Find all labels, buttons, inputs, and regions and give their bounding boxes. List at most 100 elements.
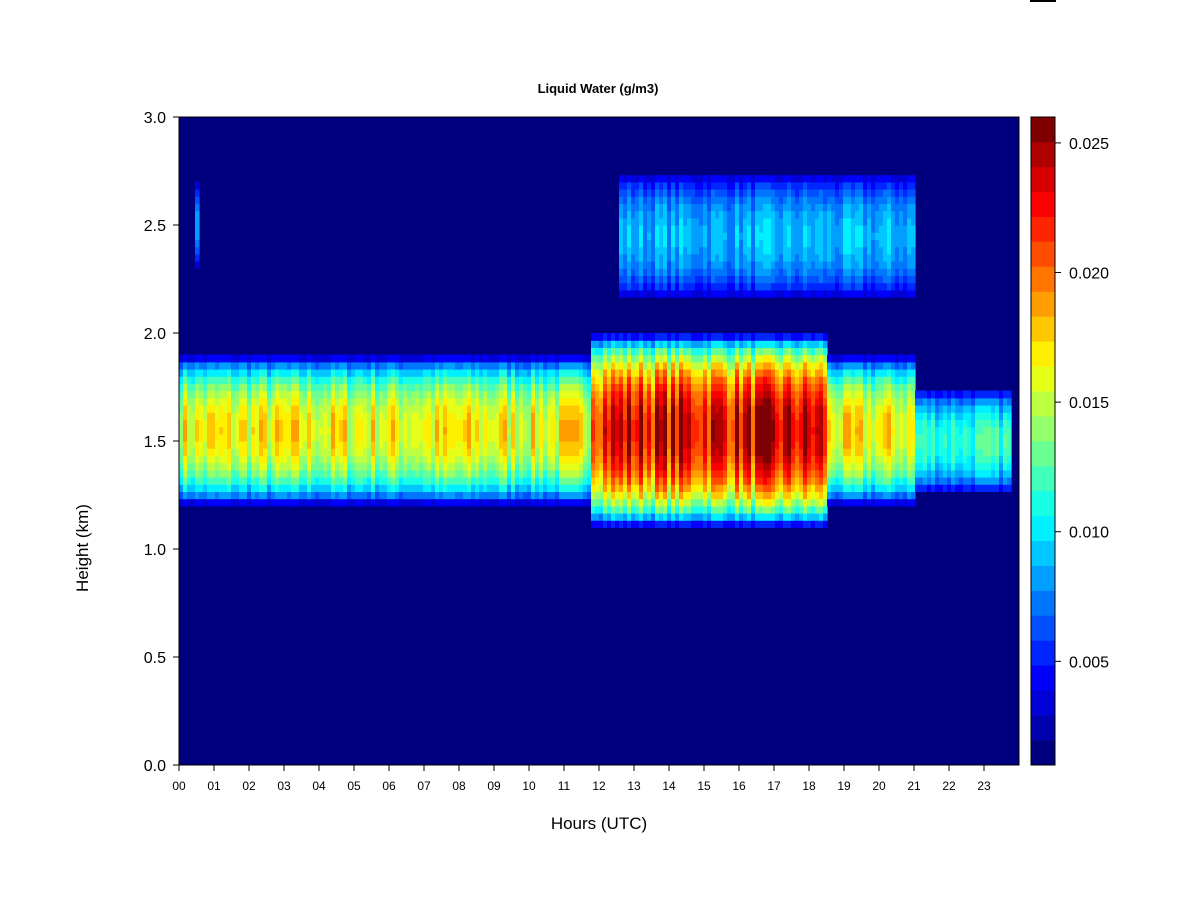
heatmap-cell: [391, 498, 396, 507]
heatmap-cell: [811, 261, 816, 269]
heatmap-cell: [459, 397, 464, 406]
heatmap-cell: [595, 412, 600, 420]
heatmap-cell: [447, 390, 452, 399]
heatmap-cell: [495, 498, 500, 507]
heatmap-cell: [783, 491, 788, 500]
heatmap-cell: [831, 297, 836, 305]
heatmap-cell: [615, 390, 620, 399]
heatmap-cell: [619, 455, 624, 464]
heatmap-cell: [319, 477, 324, 485]
heatmap-cell: [659, 455, 664, 464]
heatmap-cell: [559, 369, 564, 377]
heatmap-cell: [679, 484, 684, 492]
heatmap-cell: [707, 347, 712, 356]
heatmap-cell: [635, 354, 640, 363]
heatmap-cell: [595, 397, 600, 406]
heatmap-cell: [355, 376, 360, 384]
heatmap-cell: [743, 347, 748, 356]
heatmap-cell: [683, 297, 688, 305]
heatmap-cell: [823, 405, 828, 413]
heatmap-cell: [791, 189, 796, 197]
heatmap-cell: [739, 246, 744, 255]
heatmap-cell: [375, 376, 380, 384]
heatmap-cell: [259, 376, 264, 384]
heatmap-cell: [643, 282, 648, 291]
heatmap-cell: [539, 426, 544, 435]
heatmap-cell: [743, 405, 748, 413]
heatmap-cell: [583, 426, 588, 435]
heatmap-cell: [615, 426, 620, 435]
heatmap-cell: [707, 462, 712, 471]
heatmap-cell: [291, 354, 296, 363]
heatmap-cell: [627, 405, 632, 413]
heatmap-cell: [747, 289, 752, 298]
heatmap-cell: [443, 397, 448, 406]
heatmap-cell: [743, 282, 748, 291]
heatmap-cell: [407, 419, 412, 428]
heatmap-cell: [711, 505, 716, 514]
heatmap-cell: [563, 354, 568, 363]
heatmap-cell: [823, 455, 828, 464]
heatmap-cell: [639, 333, 644, 341]
heatmap-cell: [375, 419, 380, 428]
heatmap-cell: [287, 376, 292, 384]
heatmap-cell: [743, 340, 748, 348]
heatmap-cell: [795, 246, 800, 255]
heatmap-cell: [347, 405, 352, 413]
heatmap-cell: [499, 354, 504, 363]
heatmap-cell: [687, 462, 692, 471]
heatmap-cell: [643, 484, 648, 492]
heatmap-cell: [607, 383, 612, 392]
heatmap-cell: [799, 210, 804, 219]
heatmap-cell: [563, 433, 568, 442]
heatmap-cell: [779, 448, 784, 456]
heatmap-cell: [411, 397, 416, 406]
heatmap-cell: [671, 448, 676, 456]
heatmap-cell: [739, 189, 744, 197]
heatmap-cell: [243, 383, 248, 392]
heatmap-cell: [727, 210, 732, 219]
heatmap-cell: [327, 397, 332, 406]
heatmap-cell: [563, 405, 568, 413]
heatmap-cell: [379, 426, 384, 435]
heatmap-cell: [759, 354, 764, 363]
heatmap-cell: [595, 361, 600, 370]
heatmap-cell: [619, 275, 624, 284]
heatmap-cell: [507, 376, 512, 384]
heatmap-cell: [443, 448, 448, 456]
heatmap-cell: [755, 217, 760, 226]
heatmap-cell: [451, 405, 456, 413]
heatmap-cell: [451, 390, 456, 399]
heatmap-cell: [703, 167, 708, 176]
heatmap-cell: [399, 462, 404, 471]
heatmap-cell: [263, 397, 268, 406]
heatmap-cell: [591, 441, 596, 449]
heatmap-cell: [367, 405, 372, 413]
heatmap-cell: [427, 412, 432, 420]
heatmap-cell: [551, 498, 556, 507]
heatmap-cell: [235, 491, 240, 500]
heatmap-cell: [695, 354, 700, 363]
heatmap-cell: [783, 498, 788, 507]
heatmap-cell: [559, 433, 564, 442]
heatmap-cell: [823, 376, 828, 384]
heatmap-cell: [803, 369, 808, 377]
heatmap-cell: [707, 354, 712, 363]
heatmap-cell: [435, 405, 440, 413]
heatmap-cell: [691, 390, 696, 399]
heatmap-cell: [359, 405, 364, 413]
heatmap-cell: [827, 253, 832, 262]
heatmap-cell: [643, 217, 648, 226]
heatmap-cell: [735, 491, 740, 500]
heatmap-cell: [243, 426, 248, 435]
heatmap-cell: [775, 361, 780, 370]
heatmap-cell: [803, 390, 808, 399]
heatmap-cell: [467, 426, 472, 435]
heatmap-cell: [695, 520, 700, 528]
heatmap-cell: [371, 383, 376, 392]
heatmap-cell: [711, 361, 716, 370]
heatmap-cell: [383, 491, 388, 500]
heatmap-cell: [695, 297, 700, 305]
heatmap-cell: [263, 412, 268, 420]
heatmap-cell: [631, 462, 636, 471]
